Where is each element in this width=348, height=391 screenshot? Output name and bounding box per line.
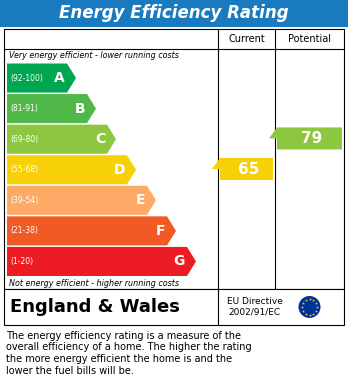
Bar	[4, 29, 344, 289]
Text: Potential: Potential	[288, 34, 331, 44]
Text: (69-80): (69-80)	[10, 135, 38, 143]
Text: 2002/91/EC: 2002/91/EC	[228, 307, 280, 316]
Text: A: A	[54, 71, 65, 85]
Text: (92-100): (92-100)	[10, 74, 43, 83]
Text: the more energy efficient the home is and the: the more energy efficient the home is an…	[6, 354, 232, 364]
Polygon shape	[7, 63, 76, 93]
Bar	[4, 289, 344, 325]
Text: lower the fuel bills will be.: lower the fuel bills will be.	[6, 366, 134, 375]
Polygon shape	[7, 247, 196, 276]
Text: G: G	[174, 255, 185, 269]
Polygon shape	[212, 158, 273, 180]
Text: 65: 65	[238, 161, 259, 176]
Text: Not energy efficient - higher running costs: Not energy efficient - higher running co…	[9, 278, 179, 287]
Polygon shape	[269, 127, 342, 149]
Text: overall efficiency of a home. The higher the rating: overall efficiency of a home. The higher…	[6, 343, 252, 353]
Text: 79: 79	[301, 131, 322, 146]
Text: C: C	[95, 132, 105, 146]
Polygon shape	[7, 94, 96, 123]
Text: England & Wales: England & Wales	[10, 298, 180, 316]
Text: Current: Current	[228, 34, 265, 44]
Text: Very energy efficient - lower running costs: Very energy efficient - lower running co…	[9, 52, 179, 61]
Polygon shape	[7, 216, 176, 246]
Circle shape	[299, 296, 321, 318]
Text: D: D	[113, 163, 125, 177]
Polygon shape	[7, 186, 156, 215]
Text: The energy efficiency rating is a measure of the: The energy efficiency rating is a measur…	[6, 331, 241, 341]
Text: (1-20): (1-20)	[10, 257, 33, 266]
Text: Energy Efficiency Rating: Energy Efficiency Rating	[59, 5, 289, 23]
Text: E: E	[135, 193, 145, 207]
Text: (39-54): (39-54)	[10, 196, 38, 205]
Text: EU Directive: EU Directive	[227, 298, 283, 307]
Bar	[0, 0, 348, 27]
Polygon shape	[7, 125, 116, 154]
Text: F: F	[156, 224, 165, 238]
Polygon shape	[7, 155, 136, 184]
Text: (81-91): (81-91)	[10, 104, 38, 113]
Text: B: B	[74, 102, 85, 116]
Text: (55-68): (55-68)	[10, 165, 38, 174]
Text: (21-38): (21-38)	[10, 226, 38, 235]
